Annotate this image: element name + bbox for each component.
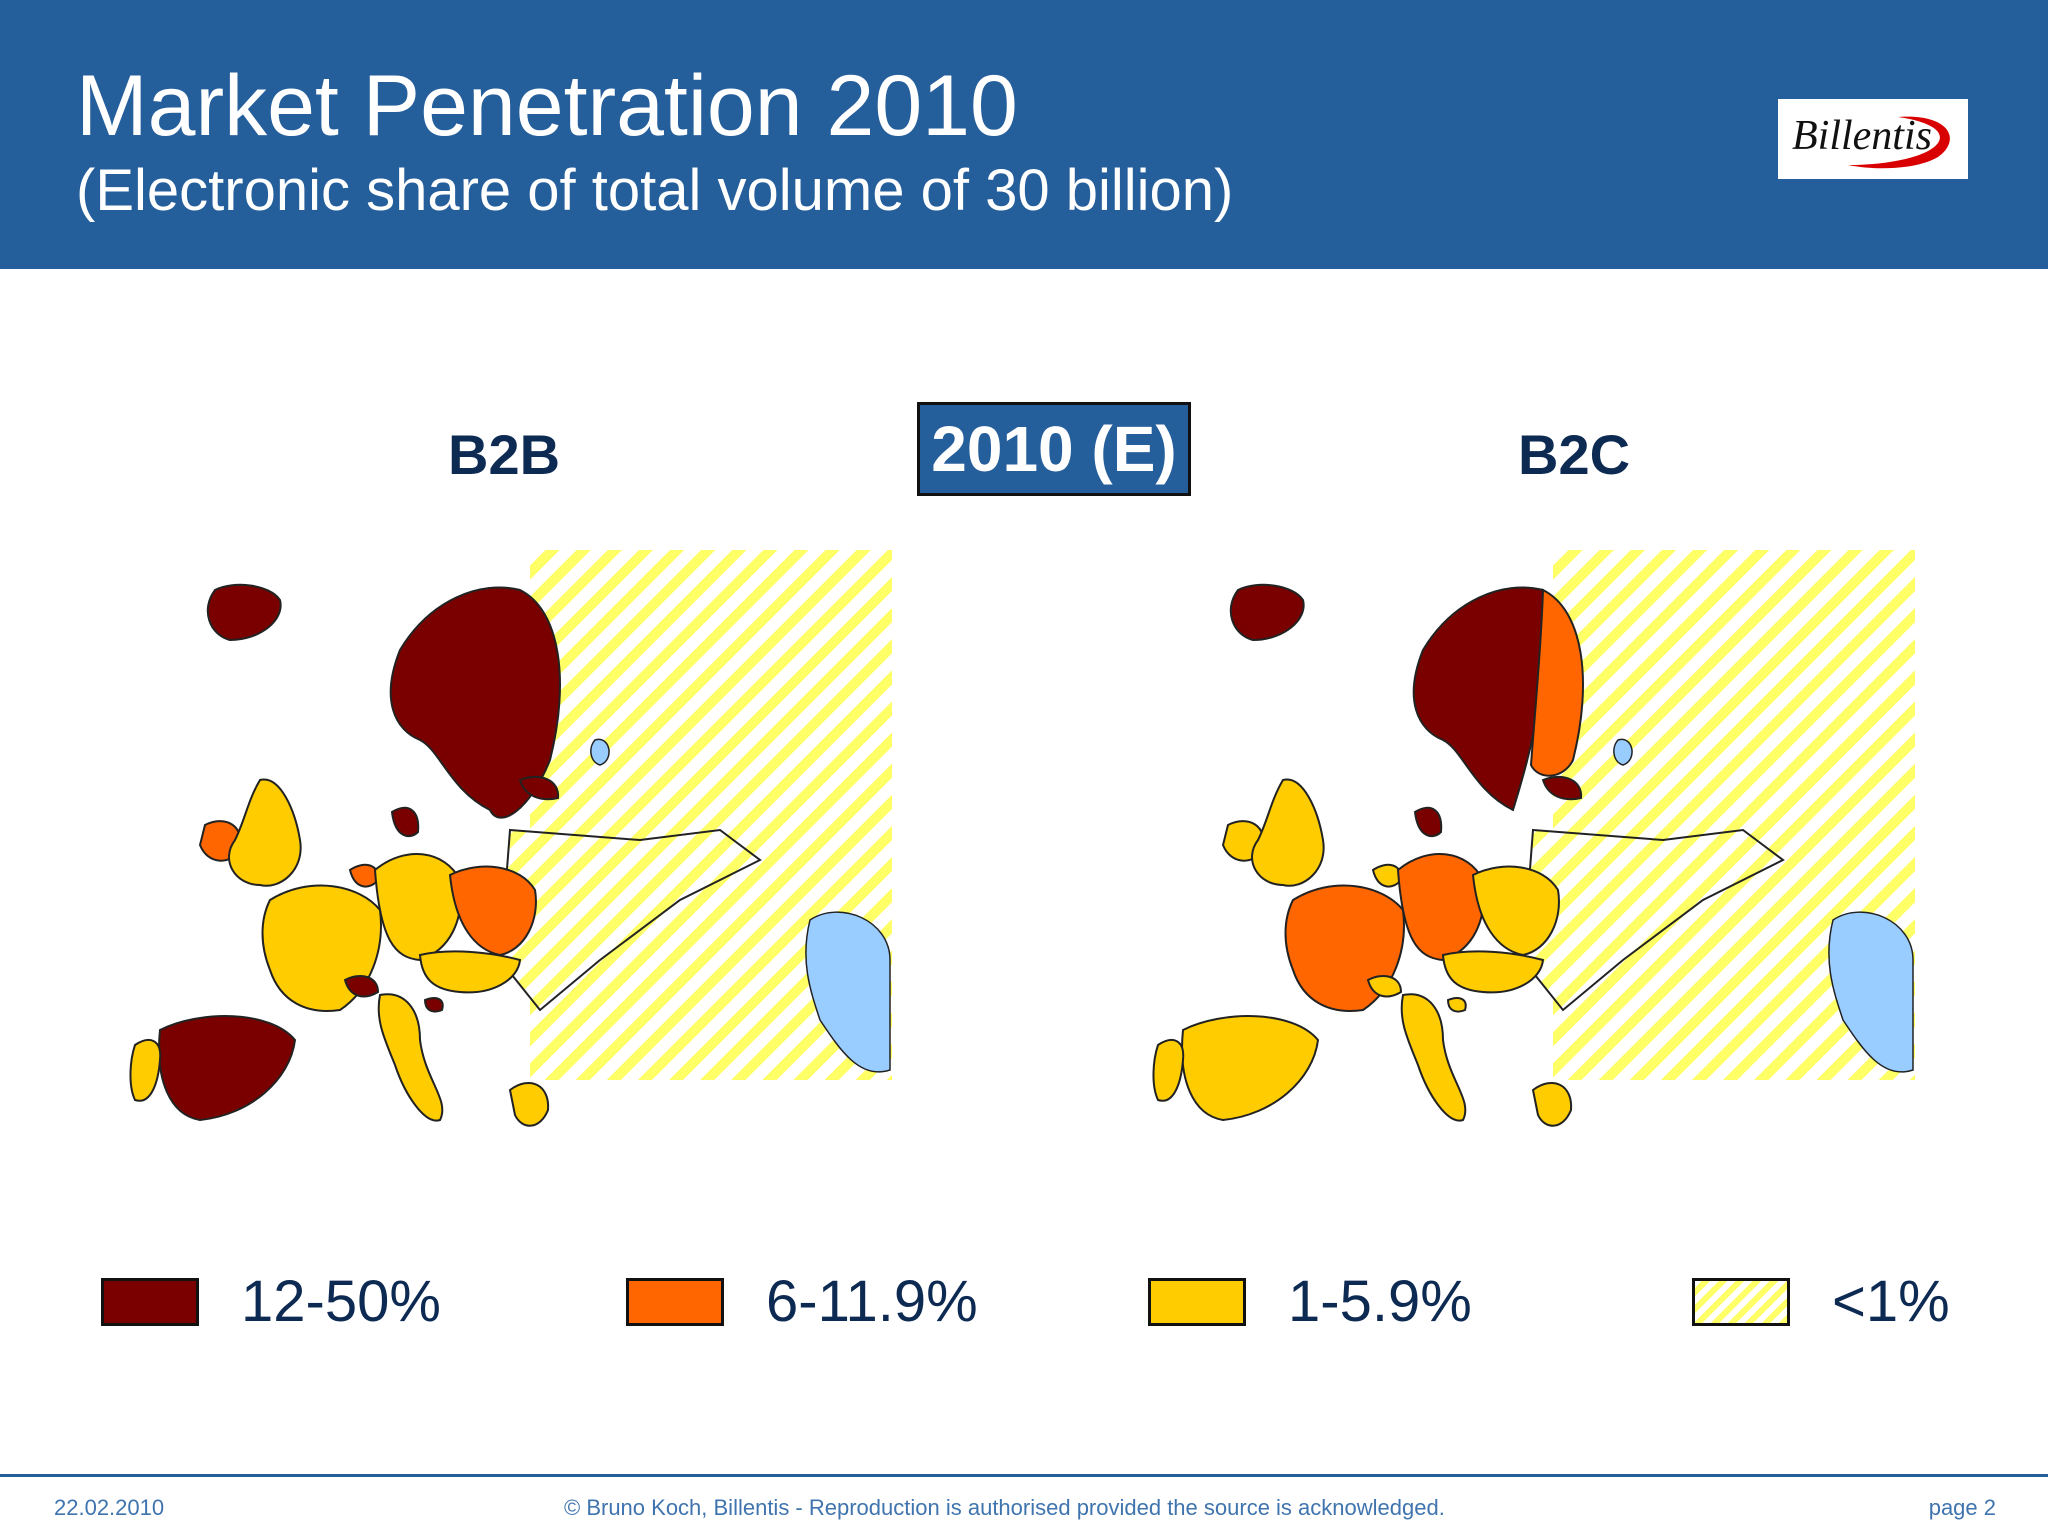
iceland: [1229, 583, 1305, 642]
germany: [1396, 853, 1485, 962]
b2b-europe-map: [129, 550, 892, 1127]
footer-page-number: page 2: [1928, 1495, 1996, 1520]
lake: [1613, 738, 1633, 766]
slovenia: [423, 997, 444, 1013]
portugal: [129, 1039, 162, 1102]
switzerland: [1366, 975, 1403, 998]
legend-swatch: [1148, 1278, 1246, 1326]
greece: [1531, 1081, 1573, 1127]
legend-swatch: [626, 1278, 724, 1326]
header-bar: Market Penetration 2010 (Electronic shar…: [0, 0, 2048, 269]
switzerland: [343, 975, 380, 998]
italy: [377, 993, 444, 1122]
footer-copyright: © Bruno Koch, Billentis - Reproduction i…: [564, 1495, 1445, 1520]
iceland: [206, 583, 282, 642]
legend-label: <1%: [1832, 1269, 1950, 1334]
italy: [1400, 993, 1467, 1122]
b2c-map-title: B2C: [1518, 423, 1631, 486]
finland: [1529, 588, 1584, 777]
estonia: [1541, 775, 1583, 801]
denmark: [1413, 806, 1443, 838]
logo-text: Billentis: [1792, 113, 1932, 159]
b2b-map-title: B2B: [448, 423, 561, 486]
united-kingdom: [228, 778, 302, 887]
spain: [1181, 1015, 1320, 1122]
page-title: Market Penetration 2010: [76, 58, 1018, 154]
denmark: [390, 806, 420, 838]
year-label-box: 2010 (E): [917, 402, 1191, 496]
united-kingdom: [1251, 778, 1325, 887]
footer-date: 22.02.2010: [54, 1495, 165, 1520]
legend-swatch: [101, 1278, 199, 1326]
legend-swatch: [1692, 1278, 1790, 1326]
page-subtitle: (Electronic share of total volume of 30 …: [76, 158, 1234, 223]
germany: [373, 853, 462, 962]
spain: [158, 1015, 297, 1122]
estonia: [518, 775, 560, 801]
central-europe: [1441, 950, 1545, 994]
footer-divider: [0, 1474, 2048, 1477]
portugal: [1152, 1039, 1185, 1102]
central-europe: [418, 950, 522, 994]
poland: [448, 865, 537, 957]
netherlands: [348, 863, 380, 888]
norway-sweden: [1412, 586, 1548, 812]
black-sea: [1828, 911, 1914, 1073]
legend-label: 6-11.9%: [766, 1269, 978, 1334]
greece: [508, 1081, 550, 1127]
b2c-europe-map: [1152, 550, 1915, 1127]
legend-label: 12-50%: [241, 1269, 441, 1334]
poland: [1471, 865, 1560, 957]
slovenia: [1446, 997, 1467, 1013]
billentis-logo: Billentis: [1778, 99, 1968, 179]
legend-label: 1-5.9%: [1288, 1269, 1472, 1334]
lake: [590, 738, 610, 766]
black-sea: [805, 911, 891, 1073]
netherlands: [1371, 863, 1403, 888]
